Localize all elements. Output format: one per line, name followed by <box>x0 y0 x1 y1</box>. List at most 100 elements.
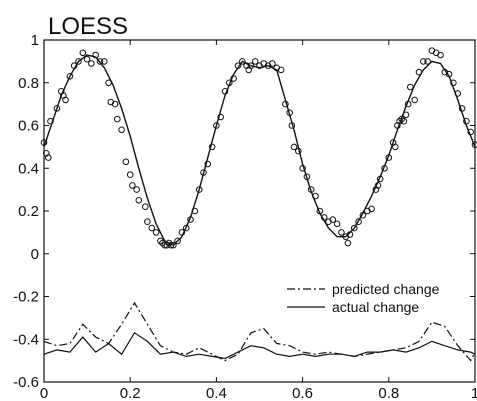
data-point <box>415 68 423 76</box>
data-point <box>316 207 324 215</box>
data-point <box>62 96 69 104</box>
data-point <box>170 241 177 249</box>
data-point <box>247 62 255 69</box>
data-point <box>458 105 466 112</box>
data-point <box>129 182 136 189</box>
x-tick-label: 0.4 <box>206 385 227 401</box>
data-point <box>396 117 403 125</box>
data-point <box>402 111 410 119</box>
y-tick-label: -0.6 <box>13 374 39 391</box>
data-point <box>70 62 78 69</box>
data-point <box>105 79 112 87</box>
data-point <box>290 143 298 151</box>
data-point <box>126 171 134 178</box>
x-tick-label: 0 <box>40 385 48 401</box>
data-point <box>333 220 341 228</box>
data-point <box>144 218 151 225</box>
y-tick-label: 0.4 <box>18 160 39 177</box>
data-point <box>195 186 203 193</box>
data-point <box>53 105 61 112</box>
data-point <box>398 115 406 123</box>
data-point <box>182 224 190 232</box>
y-tick-label: 1 <box>31 32 39 49</box>
legend: predicted change actual change <box>287 281 440 315</box>
data-point <box>47 117 54 125</box>
data-point <box>92 51 99 59</box>
data-point <box>163 241 171 249</box>
data-point <box>234 62 242 69</box>
data-point <box>204 160 212 168</box>
data-point <box>118 126 125 134</box>
loess-fit-line <box>43 54 476 247</box>
data-point <box>135 197 143 204</box>
y-tick-label: 0.6 <box>18 118 39 135</box>
y-tick-label: 0.2 <box>18 203 39 220</box>
data-point <box>167 241 175 249</box>
data-point <box>437 51 444 59</box>
data-point <box>295 147 302 155</box>
data-point <box>303 173 311 181</box>
data-point <box>122 158 130 166</box>
actual-change-line <box>43 331 476 360</box>
data-point <box>174 237 181 245</box>
data-point <box>288 122 296 129</box>
data-point <box>75 58 82 65</box>
data-point <box>213 122 220 129</box>
data-point <box>157 237 164 245</box>
data-point <box>251 58 259 65</box>
y-tick-label: -0.2 <box>13 289 39 306</box>
data-point <box>230 75 237 82</box>
data-point <box>320 214 328 221</box>
y-tick-label: 0 <box>31 246 39 263</box>
data-point <box>376 175 384 183</box>
chart-title: LOESS <box>48 13 128 40</box>
data-point <box>45 154 52 161</box>
data-point <box>411 96 419 104</box>
data-point <box>88 60 95 67</box>
data-point <box>424 58 431 65</box>
data-point <box>346 231 354 238</box>
x-tick-label: 1 <box>471 385 477 401</box>
data-point <box>66 73 74 80</box>
y-tick-label: -0.4 <box>13 331 39 348</box>
series-layer <box>40 47 477 362</box>
data-point <box>101 58 108 65</box>
data-point <box>148 224 156 232</box>
axis-ticks: -0.6 -0.4 -0.2 0 0.2 0.4 0.6 0.8 1 0 0.2 0.4 0.6 0.8 1 <box>13 32 477 401</box>
data-point <box>329 216 337 223</box>
x-tick-label: 0.8 <box>378 385 399 401</box>
x-tick-label: 0.6 <box>292 385 313 401</box>
data-point <box>400 117 408 125</box>
data-point <box>217 113 224 121</box>
data-point <box>467 128 475 136</box>
data-point <box>385 154 393 161</box>
data-point <box>200 169 207 176</box>
data-point <box>338 229 345 236</box>
data-point <box>96 58 104 65</box>
data-point <box>312 192 319 200</box>
data-point <box>142 203 149 210</box>
data-point <box>282 100 289 108</box>
data-point <box>178 229 186 236</box>
data-point <box>239 58 246 65</box>
data-point <box>191 207 199 215</box>
predicted-change-line <box>43 301 476 362</box>
data-point <box>445 70 453 78</box>
data-point <box>420 58 427 65</box>
data-point <box>208 143 216 151</box>
data-point <box>307 186 315 193</box>
data-point <box>368 205 375 213</box>
data-point <box>221 88 229 95</box>
data-point <box>114 115 121 123</box>
data-point <box>351 224 358 232</box>
data-point <box>404 100 412 108</box>
data-point <box>359 212 367 219</box>
data-point <box>269 60 276 67</box>
plot-frame <box>43 39 476 383</box>
data-point <box>187 216 194 223</box>
data-point <box>79 49 87 57</box>
data-point <box>407 83 414 91</box>
data-point <box>463 117 470 125</box>
x-tick-label: 0.2 <box>120 385 141 401</box>
